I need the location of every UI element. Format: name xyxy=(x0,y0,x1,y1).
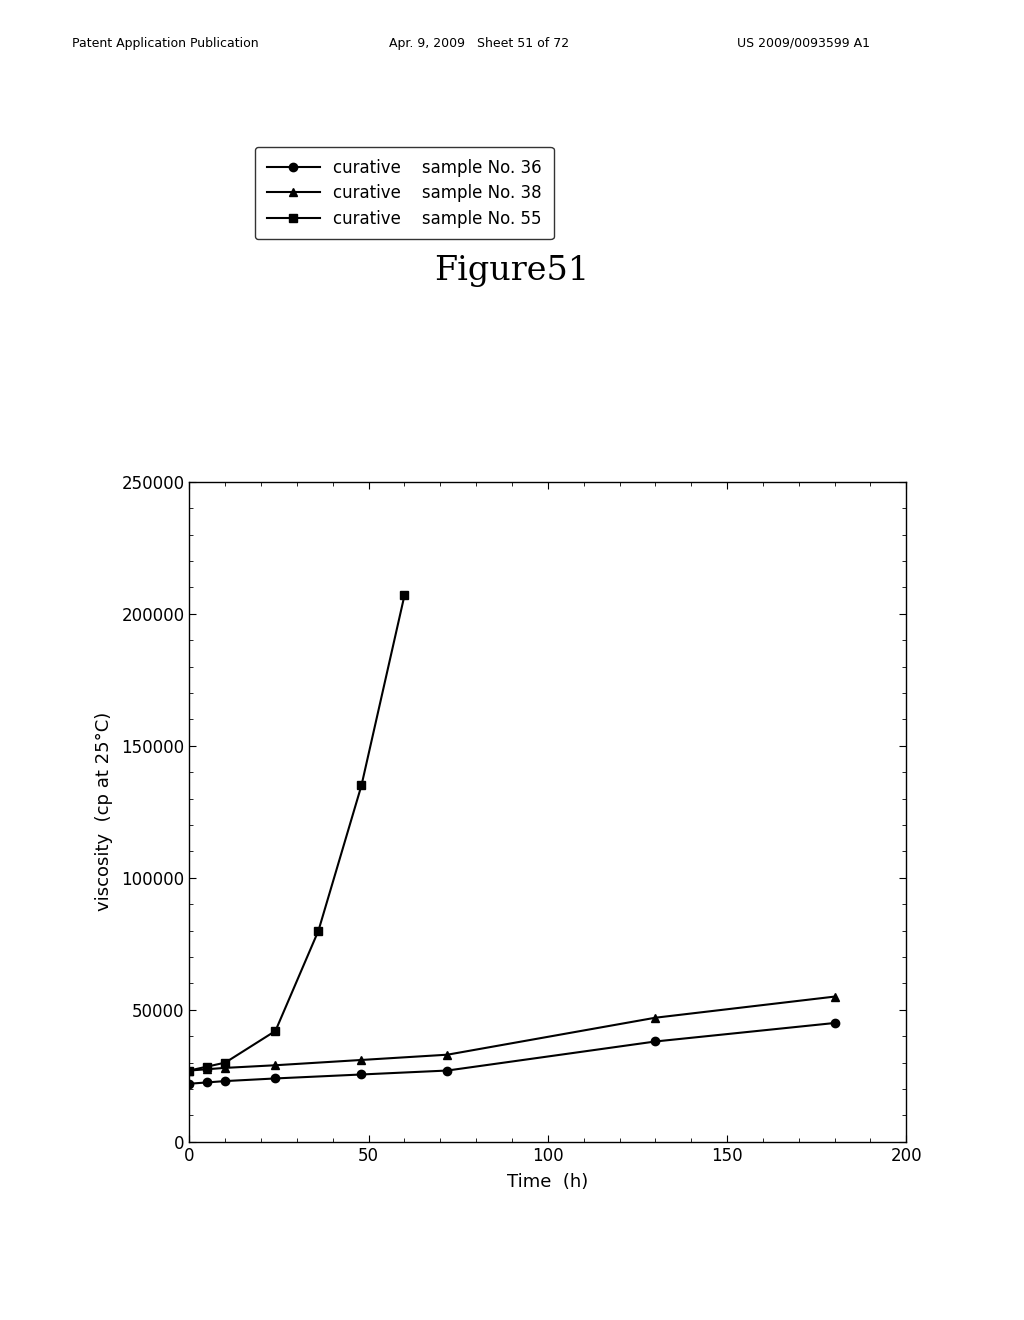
curative    sample No. 38 xyxy=(828,989,841,1005)
curative    sample No. 55 xyxy=(398,587,411,603)
curative    sample No. 38 xyxy=(219,1060,231,1076)
curative    sample No. 36 xyxy=(201,1074,213,1090)
X-axis label: Time  (h): Time (h) xyxy=(507,1173,589,1191)
Line: curative    sample No. 36: curative sample No. 36 xyxy=(185,1019,839,1088)
Text: Apr. 9, 2009   Sheet 51 of 72: Apr. 9, 2009 Sheet 51 of 72 xyxy=(389,37,569,50)
curative    sample No. 36 xyxy=(828,1015,841,1031)
curative    sample No. 55 xyxy=(355,777,368,793)
curative    sample No. 36 xyxy=(219,1073,231,1089)
curative    sample No. 36 xyxy=(355,1067,368,1082)
curative    sample No. 36 xyxy=(269,1071,282,1086)
curative    sample No. 38 xyxy=(441,1047,454,1063)
curative    sample No. 55 xyxy=(312,923,325,939)
curative    sample No. 38 xyxy=(355,1052,368,1068)
curative    sample No. 38 xyxy=(269,1057,282,1073)
curative    sample No. 55 xyxy=(269,1023,282,1039)
Legend: curative    sample No. 36, curative    sample No. 38, curative    sample No. 55: curative sample No. 36, curative sample … xyxy=(255,147,554,239)
curative    sample No. 36 xyxy=(183,1076,196,1092)
curative    sample No. 55 xyxy=(201,1059,213,1074)
Line: curative    sample No. 55: curative sample No. 55 xyxy=(185,591,409,1074)
Text: Patent Application Publication: Patent Application Publication xyxy=(72,37,258,50)
curative    sample No. 36 xyxy=(441,1063,454,1078)
curative    sample No. 55 xyxy=(219,1055,231,1071)
Line: curative    sample No. 38: curative sample No. 38 xyxy=(185,993,839,1074)
Text: Figure51: Figure51 xyxy=(434,255,590,286)
curative    sample No. 36 xyxy=(649,1034,662,1049)
Y-axis label: viscosity  (cp at 25°C): viscosity (cp at 25°C) xyxy=(95,713,113,911)
curative    sample No. 55 xyxy=(183,1063,196,1078)
curative    sample No. 38 xyxy=(201,1061,213,1077)
Text: US 2009/0093599 A1: US 2009/0093599 A1 xyxy=(737,37,870,50)
curative    sample No. 38 xyxy=(183,1063,196,1078)
curative    sample No. 38 xyxy=(649,1010,662,1026)
